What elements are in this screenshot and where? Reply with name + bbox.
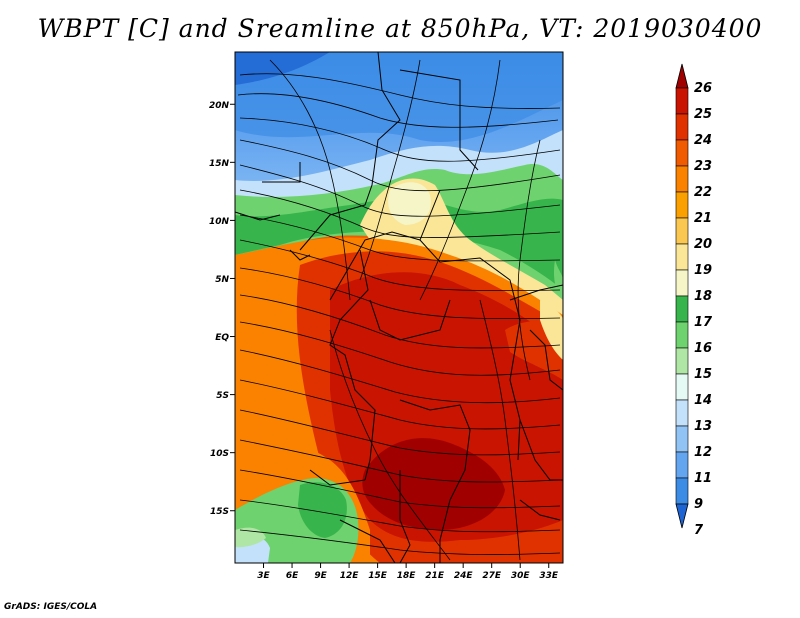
lon-label: 18E [397,571,417,581]
colorbar-segment [675,87,689,115]
lon-label: 24E [454,571,474,581]
colorbar-label: 7 [694,523,704,538]
colorbar-label: 14 [694,393,712,408]
colorbar-label: 20 [694,237,712,252]
lon-label: 9E [314,571,327,581]
colorbar-segment [675,373,689,401]
colorbar-label: 12 [694,445,712,460]
colorbar-label: 16 [694,341,712,356]
colorbar-label: 18 [694,289,712,304]
lat-label: 5N [215,275,229,285]
colorbar-segment [675,165,689,193]
map-frame [234,51,564,564]
colorbar-segment [675,113,689,141]
lat-label: 20N [209,101,230,111]
lat-label: 10N [209,217,230,227]
map-title: WBPT [C] and Sreamline at 850hPa, VT: 20… [37,14,763,43]
colorbar-segment [675,191,689,219]
colorbar-label: 26 [694,81,712,96]
colorbar-segment [675,295,689,323]
colorbar-label: 21 [694,211,712,226]
colorbar-label: 22 [694,185,712,200]
lon-label: 30E [511,571,531,581]
colorbar-top-arrow [675,63,689,89]
colorbar-label: 25 [694,107,712,122]
latitude-axis: 20N 15N 10N 5N EQ 5S 10S 15S [209,101,235,517]
lon-label: 21E [425,571,445,581]
lon-label: 33E [539,571,559,581]
lat-label: 10S [210,449,229,459]
colorbar-bottom-arrow [675,503,689,529]
colorbar-segment [675,425,689,453]
lon-label: 12E [340,571,360,581]
colorbar-label: 17 [694,315,713,330]
colorbar-segment [675,321,689,349]
colorbar-segment [675,399,689,427]
colorbar-segment [675,477,689,505]
colorbar-label: 15 [694,367,712,382]
lat-label: 15S [210,507,229,517]
lon-label: 3E [257,571,270,581]
colorbar-segment [675,243,689,271]
colorbar-label: 11 [694,471,712,486]
colorbar-segment [675,139,689,167]
lon-label: 6E [286,571,299,581]
wbpt-shading [235,52,563,563]
lon-label: 27E [482,571,502,581]
lat-label: EQ [215,333,229,343]
lon-label: 15E [368,571,388,581]
colorbar-segment [675,269,689,297]
country-borders [235,52,563,563]
colorbar-label: 23 [694,159,712,174]
colorbar-segment [675,217,689,245]
colorbar-label: 13 [694,419,712,434]
lat-label: 15N [209,159,230,169]
grads-credit: GrADS: IGES/COLA [4,602,98,612]
colorbar-label: 9 [694,497,703,512]
colorbar-segment [675,347,689,375]
lat-label: 5S [216,391,229,401]
colorbar-label: 24 [694,133,712,148]
colorbar: 26 25 24 23 22 21 20 19 18 17 16 15 14 13 12 11 9 7 [675,63,713,538]
longitude-axis: 3E 6E 9E 12E 15E 18E 21E 24E 27E 30E 33E [257,563,559,581]
colorbar-segment [675,451,689,479]
colorbar-label: 19 [694,263,712,278]
